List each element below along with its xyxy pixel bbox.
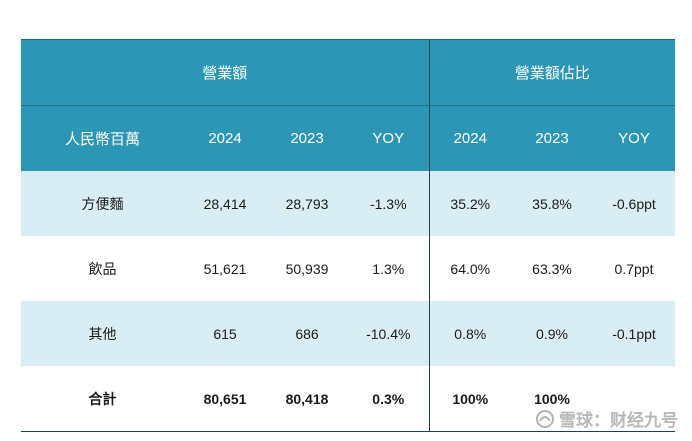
column-header-share-2024: 2024 xyxy=(428,105,512,171)
table-cell: -1.3% xyxy=(348,171,430,236)
table-cell: 1.3% xyxy=(348,236,430,301)
snowball-logo-icon xyxy=(536,409,554,428)
table-cell: 0.9% xyxy=(511,301,594,366)
column-header-revenue-2023: 2023 xyxy=(266,105,348,171)
table-row-total: 合計 80,651 80,418 0.3% 100% 100% xyxy=(21,366,676,432)
table-cell: 35.2% xyxy=(428,171,512,236)
column-header-unit: 人民幣百萬 xyxy=(21,105,184,171)
column-header-revenue-2024: 2024 xyxy=(184,105,266,171)
table-cell: 0.7ppt xyxy=(593,236,676,301)
watermark-text: 雪球：财经九号 xyxy=(559,411,678,430)
table-cell: 0.3% xyxy=(348,366,430,432)
table-cell: 63.3% xyxy=(511,236,594,301)
table-cell: 80,418 xyxy=(266,366,348,432)
group-header-share: 營業額佔比 xyxy=(428,39,676,106)
table-cell: 51,621 xyxy=(184,236,266,301)
table-cell: 28,793 xyxy=(266,171,348,236)
column-header-row: 人民幣百萬 2024 2023 YOY 2024 2023 YOY xyxy=(21,105,676,171)
table-cell: -0.1ppt xyxy=(593,301,676,366)
table-cell: 615 xyxy=(184,301,266,366)
row-label: 飲品 xyxy=(21,236,184,301)
group-header-row: 營業額 營業額佔比 xyxy=(21,39,676,106)
table-row-others: 其他 615 686 -10.4% 0.8% 0.9% -0.1ppt xyxy=(21,301,676,366)
column-header-share-2023: 2023 xyxy=(511,105,594,171)
watermark: 雪球：财经九号 xyxy=(535,406,678,431)
row-label: 其他 xyxy=(21,301,184,366)
table-cell: -0.6ppt xyxy=(593,171,676,236)
table-cell: 64.0% xyxy=(428,236,512,301)
column-header-share-yoy: YOY xyxy=(593,105,676,171)
table-cell: 80,651 xyxy=(184,366,266,432)
table-cell xyxy=(593,366,676,432)
table-row-beverages: 飲品 51,621 50,939 1.3% 64.0% 63.3% 0.7ppt xyxy=(21,236,676,301)
table-cell: 0.8% xyxy=(428,301,512,366)
table-cell: 28,414 xyxy=(184,171,266,236)
table-row-instant-noodles: 方便麵 28,414 28,793 -1.3% 35.2% 35.8% -0.6… xyxy=(21,171,676,236)
row-label: 方便麵 xyxy=(21,171,184,236)
table-cell: -10.4% xyxy=(348,301,430,366)
revenue-table: 營業額 營業額佔比 人民幣百萬 2024 2023 YOY 2024 2023 … xyxy=(21,39,676,432)
table-cell: 100% xyxy=(428,366,512,432)
revenue-table-container: 營業額 營業額佔比 人民幣百萬 2024 2023 YOY 2024 2023 … xyxy=(21,39,676,432)
group-header-revenue: 營業額 xyxy=(21,39,430,106)
row-label: 合計 xyxy=(21,366,184,432)
table-cell: 50,939 xyxy=(266,236,348,301)
table-cell: 35.8% xyxy=(511,171,594,236)
column-header-revenue-yoy: YOY xyxy=(348,105,430,171)
table-cell: 686 xyxy=(266,301,348,366)
